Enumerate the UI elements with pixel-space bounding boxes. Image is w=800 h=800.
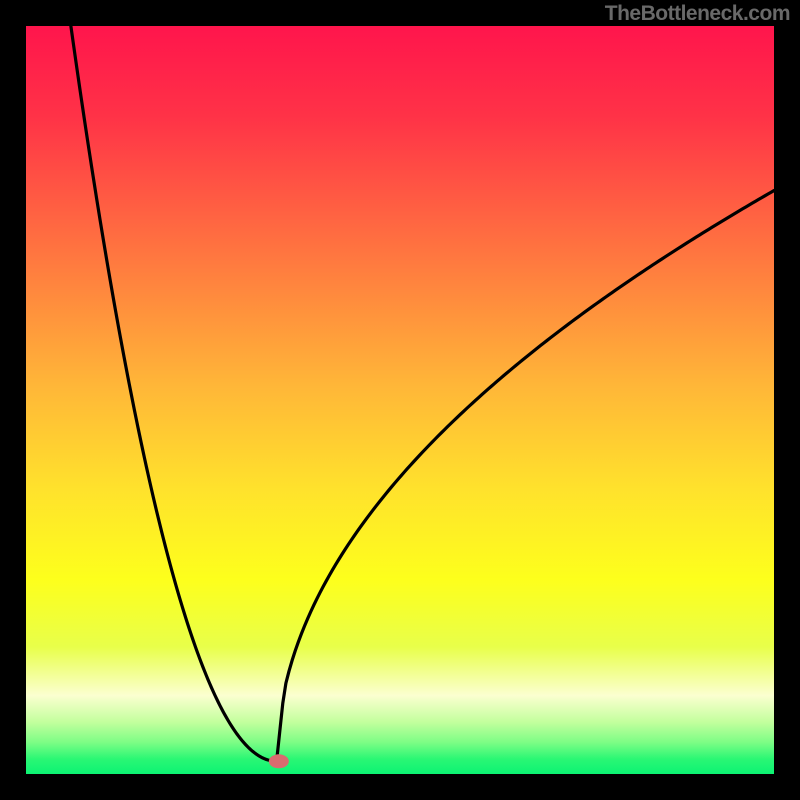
chart-container: TheBottleneck.com	[0, 0, 800, 800]
optimum-marker	[269, 754, 289, 768]
bottleneck-curve	[71, 26, 774, 761]
curve-overlay	[0, 0, 800, 800]
watermark-text: TheBottleneck.com	[605, 2, 790, 26]
